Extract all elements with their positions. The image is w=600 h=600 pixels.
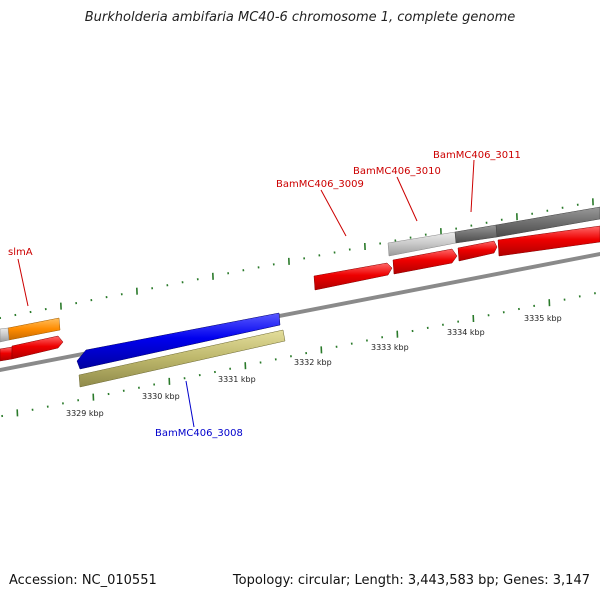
gene-light-partial[interactable] [0,327,10,343]
features-group [0,206,600,388]
cds-red-3011-adjacent[interactable] [457,240,498,262]
leader-3008 [185,380,195,428]
scale-label-3334: 3334 kbp [447,328,485,337]
tick-row-lower [1,292,596,418]
label-BamMC406_3009[interactable]: BamMC406_3009 [276,179,364,190]
scale-label-3329: 3329 kbp [66,409,104,418]
gene-BamMC406_3010[interactable] [392,248,458,275]
gene-BamMC406_3008[interactable] [76,312,281,370]
label-BamMC406_3008[interactable]: BamMC406_3008 [155,428,243,439]
scale-label-3335: 3335 kbp [524,314,562,323]
leader-3009 [320,189,347,237]
gene-labels: slmA BamMC406_3009 BamMC406_3010 BamMC40… [8,150,521,439]
scale-labels: 3329 kbp 3330 kbp 3331 kbp 3332 kbp 3333… [66,314,562,418]
leader-slmA [17,258,29,307]
gene-khaki-reverse[interactable] [78,329,286,388]
scale-label-3330: 3330 kbp [142,392,180,401]
gene-dark-grey-right[interactable] [495,206,600,238]
cds-red-left[interactable] [11,335,64,360]
scale-label-3332: 3332 kbp [294,358,332,367]
label-BamMC406_3010[interactable]: BamMC406_3010 [353,166,441,177]
gene-BamMC406_3009[interactable] [313,262,393,291]
tick-row-upper [0,198,594,320]
accession-text: Accession: NC_010551 [9,573,157,588]
scale-label-3333: 3333 kbp [371,343,409,352]
cds-red-long-right[interactable] [497,225,600,257]
gene-BamMC406_3011[interactable] [454,224,498,244]
cds-red-partial[interactable] [0,346,13,362]
label-slmA[interactable]: slmA [8,247,33,258]
scale-label-3331: 3331 kbp [218,375,256,384]
map-title: Burkholderia ambifaria MC40-6 chromosome… [84,10,516,25]
leader-3011 [470,159,475,213]
label-BamMC406_3011[interactable]: BamMC406_3011 [433,150,521,161]
label-leaders [17,159,475,428]
gene-slmA[interactable] [7,317,61,341]
genome-summary-text: Topology: circular; Length: 3,443,583 bp… [232,573,590,588]
leader-3010 [396,176,418,222]
